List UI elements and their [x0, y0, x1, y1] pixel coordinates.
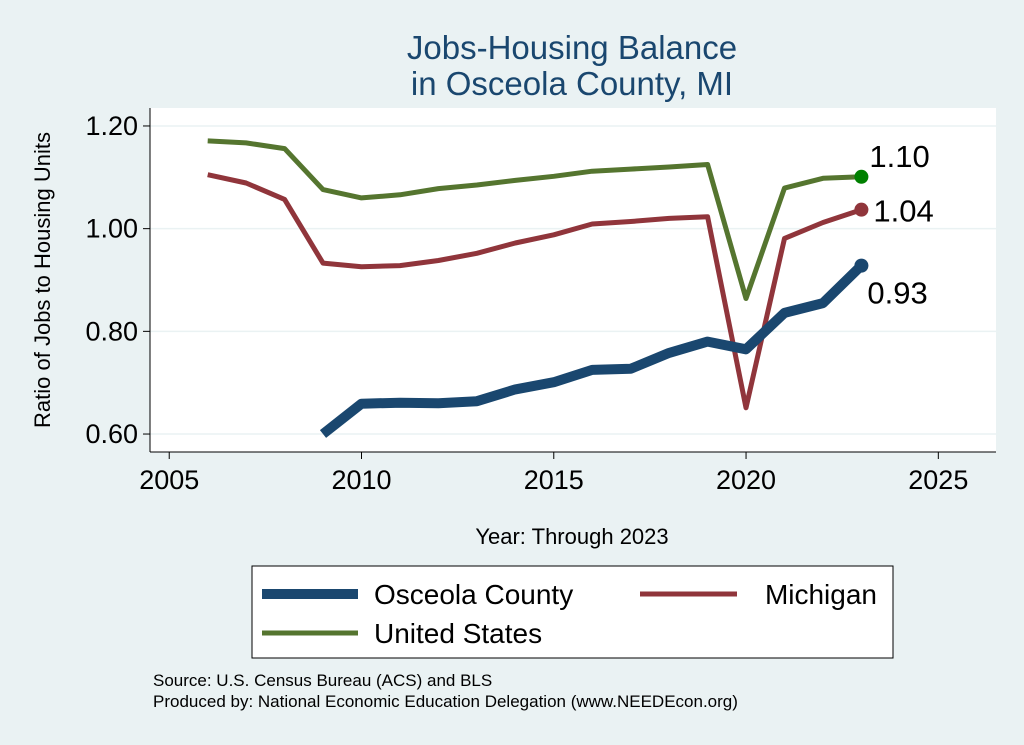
legend-label-united-states: United States	[374, 618, 542, 649]
plot-area	[150, 108, 996, 452]
y-tick-label: 1.00	[85, 214, 138, 244]
series-line-united-states	[207, 138, 862, 301]
legend-label-michigan: Michigan	[765, 579, 877, 610]
producer-note: Produced by: National Economic Education…	[153, 692, 738, 711]
series-line-michigan	[207, 172, 863, 411]
y-axis: 0.60 0.80 1.00 1.20	[85, 108, 151, 452]
x-tick-label: 2010	[331, 465, 391, 495]
x-tick-label: 2020	[716, 465, 776, 495]
chart-title-line-2: in Osceola County, MI	[411, 65, 733, 102]
y-tick-label: 1.20	[85, 111, 138, 141]
chart-title-line-1: Jobs-Housing Balance	[407, 29, 737, 66]
x-tick-label: 2025	[908, 465, 968, 495]
x-axis-title: Year: Through 2023	[475, 524, 668, 549]
end-label-united-states: 1.10	[869, 139, 929, 174]
y-axis-title: Ratio of Jobs to Housing Units	[30, 132, 55, 428]
y-tick-label: 0.80	[85, 316, 138, 346]
end-marker-united-states	[854, 169, 869, 184]
x-axis: 2005 2010 2015 2020 2025	[139, 451, 996, 495]
end-label-osceola-county: 0.93	[867, 276, 927, 311]
legend-label-osceola-county: Osceola County	[374, 579, 573, 610]
end-markers: 0.93 1.04 1.10	[854, 139, 934, 311]
series-layer	[207, 138, 865, 438]
x-tick-label: 2015	[524, 465, 584, 495]
legend-box	[251, 565, 894, 659]
y-tick-label: 0.60	[85, 419, 138, 449]
source-note: Source: U.S. Census Bureau (ACS) and BLS	[153, 671, 492, 690]
x-tick-label: 2005	[139, 465, 199, 495]
legend: Osceola County Michigan United States	[251, 565, 894, 659]
series-line-osceola-county	[319, 262, 865, 438]
end-marker-osceola-county	[854, 258, 869, 273]
end-label-michigan: 1.04	[873, 194, 933, 229]
end-marker-michigan	[854, 202, 869, 217]
